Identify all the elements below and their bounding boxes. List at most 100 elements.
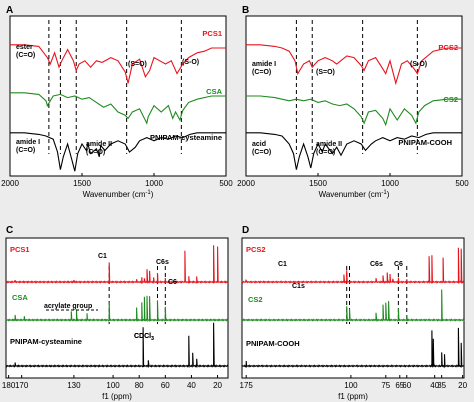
x-tick-label: 170 bbox=[15, 381, 29, 390]
annotation-text: (C=O) bbox=[252, 149, 271, 156]
x-tick-label: 60 bbox=[161, 381, 170, 390]
plot-area bbox=[9, 15, 227, 177]
plot-area bbox=[5, 237, 229, 379]
series-pcs2 bbox=[246, 44, 462, 86]
x-tick-label: 60 bbox=[402, 381, 411, 390]
series-label: PNIPAM-cysteamine bbox=[150, 133, 222, 142]
x-tick-label: 2000 bbox=[237, 179, 255, 188]
x-axis-label-main: Wavenumber (cm bbox=[83, 190, 146, 199]
x-tick-label: 20 bbox=[458, 381, 467, 390]
x-tick-label: 1000 bbox=[381, 179, 399, 188]
x-axis-label-sup: -1 bbox=[145, 190, 151, 196]
x-tick-label: 130 bbox=[67, 381, 81, 390]
x-axis-label-tail: ) bbox=[387, 190, 390, 199]
series-label: PNIPAM-cysteamine bbox=[10, 337, 82, 346]
x-tick-label: 80 bbox=[135, 381, 144, 390]
x-axis-label-main: f1 (ppm) bbox=[102, 392, 132, 401]
annotation-text: (S-O) bbox=[410, 61, 427, 68]
x-tick-label: 100 bbox=[106, 381, 120, 390]
panel-C: C 180 170 130 100 80 60 40 20 f1 (ppm) PCS1 CSA PNIP… bbox=[2, 222, 234, 401]
panel-A: A 2000 1500 1000 500 Wavenumber (cm-1) PCS1 CSA… bbox=[1, 2, 234, 207]
x-tick-label: 20 bbox=[213, 381, 222, 390]
x-axis-label-sup: -1 bbox=[381, 190, 387, 196]
x-tick-label: 500 bbox=[455, 179, 469, 188]
series-pcs1 bbox=[5, 245, 229, 285]
x-tick-label: 35 bbox=[437, 381, 446, 390]
panel-letter: D bbox=[242, 225, 249, 236]
annotation-text: acrylate group bbox=[44, 303, 92, 310]
annotation-text: amide I bbox=[252, 61, 276, 68]
series-label: CS2 bbox=[443, 95, 458, 104]
series-pnipam-cysteamine bbox=[5, 322, 229, 369]
series-pnipam-cooh bbox=[246, 132, 462, 170]
x-tick-label: 40 bbox=[187, 381, 196, 390]
annotation-text: C6s bbox=[156, 259, 169, 266]
annotation-text: amide II bbox=[316, 141, 342, 148]
plot-area bbox=[241, 237, 465, 379]
panel-B: B 2000 1500 1000 500 Wavenumber (cm-1) PCS2 CS2… bbox=[237, 2, 470, 207]
annotation-text: (S=O) bbox=[316, 69, 335, 76]
annotation-text: (C=O) bbox=[16, 147, 35, 154]
series-pcs1 bbox=[10, 44, 226, 84]
annotation-text: amide II bbox=[86, 141, 112, 148]
series-label: PCS1 bbox=[202, 29, 222, 38]
x-axis-label: f1 (ppm) bbox=[338, 392, 368, 401]
x-tick-label: 180 bbox=[2, 381, 16, 390]
x-axis-label-main: f1 (ppm) bbox=[338, 392, 368, 401]
series-cs2 bbox=[241, 289, 465, 323]
x-tick-label: 175 bbox=[240, 381, 254, 390]
annotation-text: C1s bbox=[292, 283, 305, 290]
series-label: CS2 bbox=[248, 295, 263, 304]
x-axis-label: Wavenumber (cm-1) bbox=[83, 190, 154, 199]
series-label: CSA bbox=[206, 87, 222, 96]
x-tick-label: 1500 bbox=[73, 179, 91, 188]
annotation-sub: 3 bbox=[151, 336, 154, 342]
annotation-main: CDCl bbox=[134, 333, 151, 340]
series-label: PCS2 bbox=[438, 43, 458, 52]
series-csa bbox=[5, 295, 229, 323]
panel-letter: B bbox=[242, 5, 249, 16]
x-axis-label-tail: ) bbox=[151, 190, 154, 199]
series-label: CSA bbox=[12, 293, 28, 302]
panel-letter: A bbox=[6, 5, 13, 16]
annotation-text: C1 bbox=[98, 253, 107, 260]
series-pcs2 bbox=[241, 247, 465, 285]
x-tick-label: 1000 bbox=[145, 179, 163, 188]
series-csa bbox=[10, 92, 226, 125]
annotation-text: (C=O) bbox=[316, 149, 335, 156]
series-label: PNIPAM-COOH bbox=[246, 339, 300, 348]
annotation-main: CDCl bbox=[134, 333, 151, 340]
x-tick-label: 500 bbox=[219, 179, 233, 188]
annotation-text: CDCl3 bbox=[134, 333, 154, 342]
series-pnipam-cooh bbox=[241, 327, 465, 369]
annotation-text: amide I bbox=[16, 139, 40, 146]
annotation-text: ester bbox=[16, 44, 33, 51]
annotation-text: (S-O) bbox=[182, 59, 199, 66]
annotation-sub: 3 bbox=[151, 336, 154, 342]
annotation-text: (C=O) bbox=[252, 69, 271, 76]
annotation-text: acid bbox=[252, 141, 266, 148]
x-tick-label: 65 bbox=[395, 381, 404, 390]
x-axis-label: Wavenumber (cm-1) bbox=[319, 190, 390, 199]
x-tick-label: 100 bbox=[344, 381, 358, 390]
annotation-text: (S=O) bbox=[128, 61, 147, 68]
annotation-text: C6 bbox=[168, 279, 177, 286]
annotation-text: (C=O) bbox=[86, 149, 105, 156]
x-tick-label: 1500 bbox=[309, 179, 327, 188]
annotation-text: (C=O) bbox=[16, 52, 35, 59]
annotation-text: C6 bbox=[394, 261, 403, 268]
series-label: PCS2 bbox=[246, 245, 266, 254]
panel-letter: C bbox=[6, 225, 13, 236]
annotation-text: C1 bbox=[278, 261, 287, 268]
plot-area bbox=[245, 15, 463, 177]
annotation-text: CDCl3 bbox=[134, 333, 154, 342]
series-label: PCS1 bbox=[10, 245, 30, 254]
series-pnipam-cysteamine bbox=[10, 132, 226, 172]
annotation-text: C6s bbox=[370, 261, 383, 268]
series-label: PNIPAM-COOH bbox=[398, 138, 452, 147]
x-tick-label: 75 bbox=[381, 381, 390, 390]
x-axis-label: f1 (ppm) bbox=[102, 392, 132, 401]
x-tick-label: 40 bbox=[430, 381, 439, 390]
